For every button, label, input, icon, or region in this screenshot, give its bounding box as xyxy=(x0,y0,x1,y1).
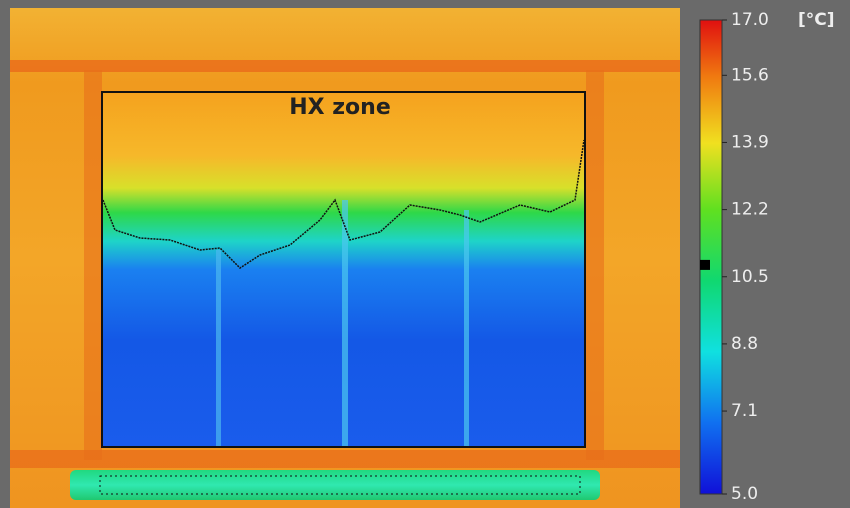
beam xyxy=(10,450,680,468)
streak xyxy=(216,250,221,447)
hx-label: HX zone xyxy=(289,95,391,120)
streak xyxy=(342,200,348,447)
frame xyxy=(84,70,102,460)
tick-label: 17.0 xyxy=(731,10,769,30)
isotherm xyxy=(102,139,585,269)
marker xyxy=(700,259,710,270)
pipe-outline xyxy=(99,475,581,495)
tick-label: 5.0 xyxy=(731,484,758,504)
tick-label: 13.9 xyxy=(731,132,769,152)
hx-outline xyxy=(101,91,586,448)
tick-label: 15.6 xyxy=(731,65,769,85)
beam xyxy=(10,60,680,72)
colorbar xyxy=(699,19,723,495)
unit-label: [°C] xyxy=(798,10,835,30)
tick-label: 7.1 xyxy=(731,401,758,421)
colorbar-axis: 17.0 15.6 13.9 12.2 10.5 8.8 7.1 5.0 xyxy=(700,10,769,504)
tick-label: 8.8 xyxy=(731,334,758,354)
streak xyxy=(464,210,469,447)
tick-label: 12.2 xyxy=(731,200,769,220)
frame xyxy=(586,70,604,460)
pipe xyxy=(70,470,600,500)
tick-label: 10.5 xyxy=(731,267,769,287)
